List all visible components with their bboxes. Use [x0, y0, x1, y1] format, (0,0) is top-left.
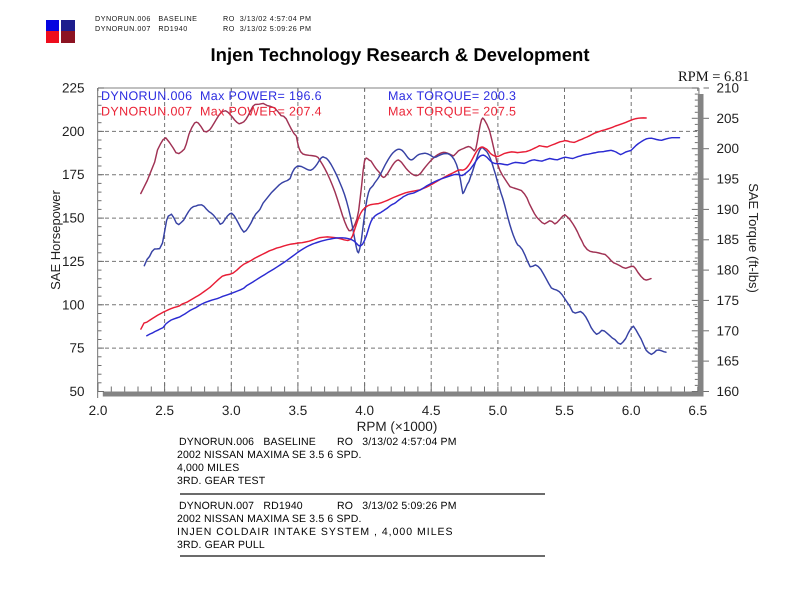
- svg-text:175: 175: [717, 293, 740, 308]
- svg-text:175: 175: [62, 167, 85, 182]
- svg-text:DYNORUN.006 Max POWER= 196.6: DYNORUN.006 Max POWER= 196.6: [101, 89, 322, 103]
- svg-text:150: 150: [62, 211, 85, 226]
- svg-text:SAE Torque (ft-lbs): SAE Torque (ft-lbs): [746, 183, 761, 293]
- svg-text:75: 75: [69, 341, 84, 356]
- svg-text:4.0: 4.0: [355, 403, 374, 418]
- svg-text:180: 180: [717, 263, 740, 278]
- svg-text:6.0: 6.0: [622, 403, 641, 418]
- svg-text:160: 160: [717, 384, 740, 399]
- svg-text:Max TORQUE= 207.5: Max TORQUE= 207.5: [388, 104, 516, 118]
- svg-text:4.5: 4.5: [422, 403, 441, 418]
- svg-text:5.5: 5.5: [555, 403, 574, 418]
- svg-text:165: 165: [717, 354, 740, 369]
- svg-text:200: 200: [62, 124, 85, 139]
- svg-text:205: 205: [717, 111, 740, 126]
- svg-text:170: 170: [717, 323, 740, 338]
- svg-text:3.5: 3.5: [289, 403, 308, 418]
- svg-text:2.0: 2.0: [89, 403, 108, 418]
- svg-text:185: 185: [717, 232, 740, 247]
- svg-text:3.0: 3.0: [222, 403, 241, 418]
- svg-text:50: 50: [69, 384, 84, 399]
- svg-text:Max TORQUE= 200.3: Max TORQUE= 200.3: [388, 89, 516, 103]
- svg-text:125: 125: [62, 254, 85, 269]
- svg-text:5.0: 5.0: [489, 403, 508, 418]
- svg-text:195: 195: [717, 172, 740, 187]
- svg-text:200: 200: [717, 141, 740, 156]
- svg-text:2.5: 2.5: [155, 403, 174, 418]
- svg-text:6.5: 6.5: [688, 403, 707, 418]
- svg-text:100: 100: [62, 297, 85, 312]
- svg-text:210: 210: [717, 81, 740, 96]
- svg-text:RPM (×1000): RPM (×1000): [357, 419, 438, 434]
- svg-text:SAE Horsepower: SAE Horsepower: [48, 189, 63, 289]
- svg-text:DYNORUN.007 Max POWER= 207.4: DYNORUN.007 Max POWER= 207.4: [101, 104, 322, 118]
- svg-text:190: 190: [717, 202, 740, 217]
- svg-text:225: 225: [62, 81, 85, 96]
